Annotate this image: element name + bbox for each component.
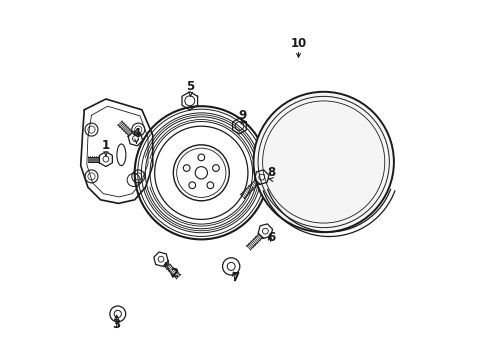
Ellipse shape — [117, 144, 125, 166]
Text: 10: 10 — [290, 37, 306, 50]
Text: 8: 8 — [267, 166, 275, 179]
Circle shape — [253, 92, 393, 232]
Text: 6: 6 — [267, 231, 275, 244]
Text: 4: 4 — [132, 127, 141, 140]
Text: 7: 7 — [231, 271, 239, 284]
Text: 5: 5 — [186, 80, 194, 93]
Text: 1: 1 — [102, 139, 110, 152]
Text: 3: 3 — [112, 318, 121, 330]
Text: 2: 2 — [170, 267, 178, 280]
Text: 9: 9 — [238, 109, 246, 122]
